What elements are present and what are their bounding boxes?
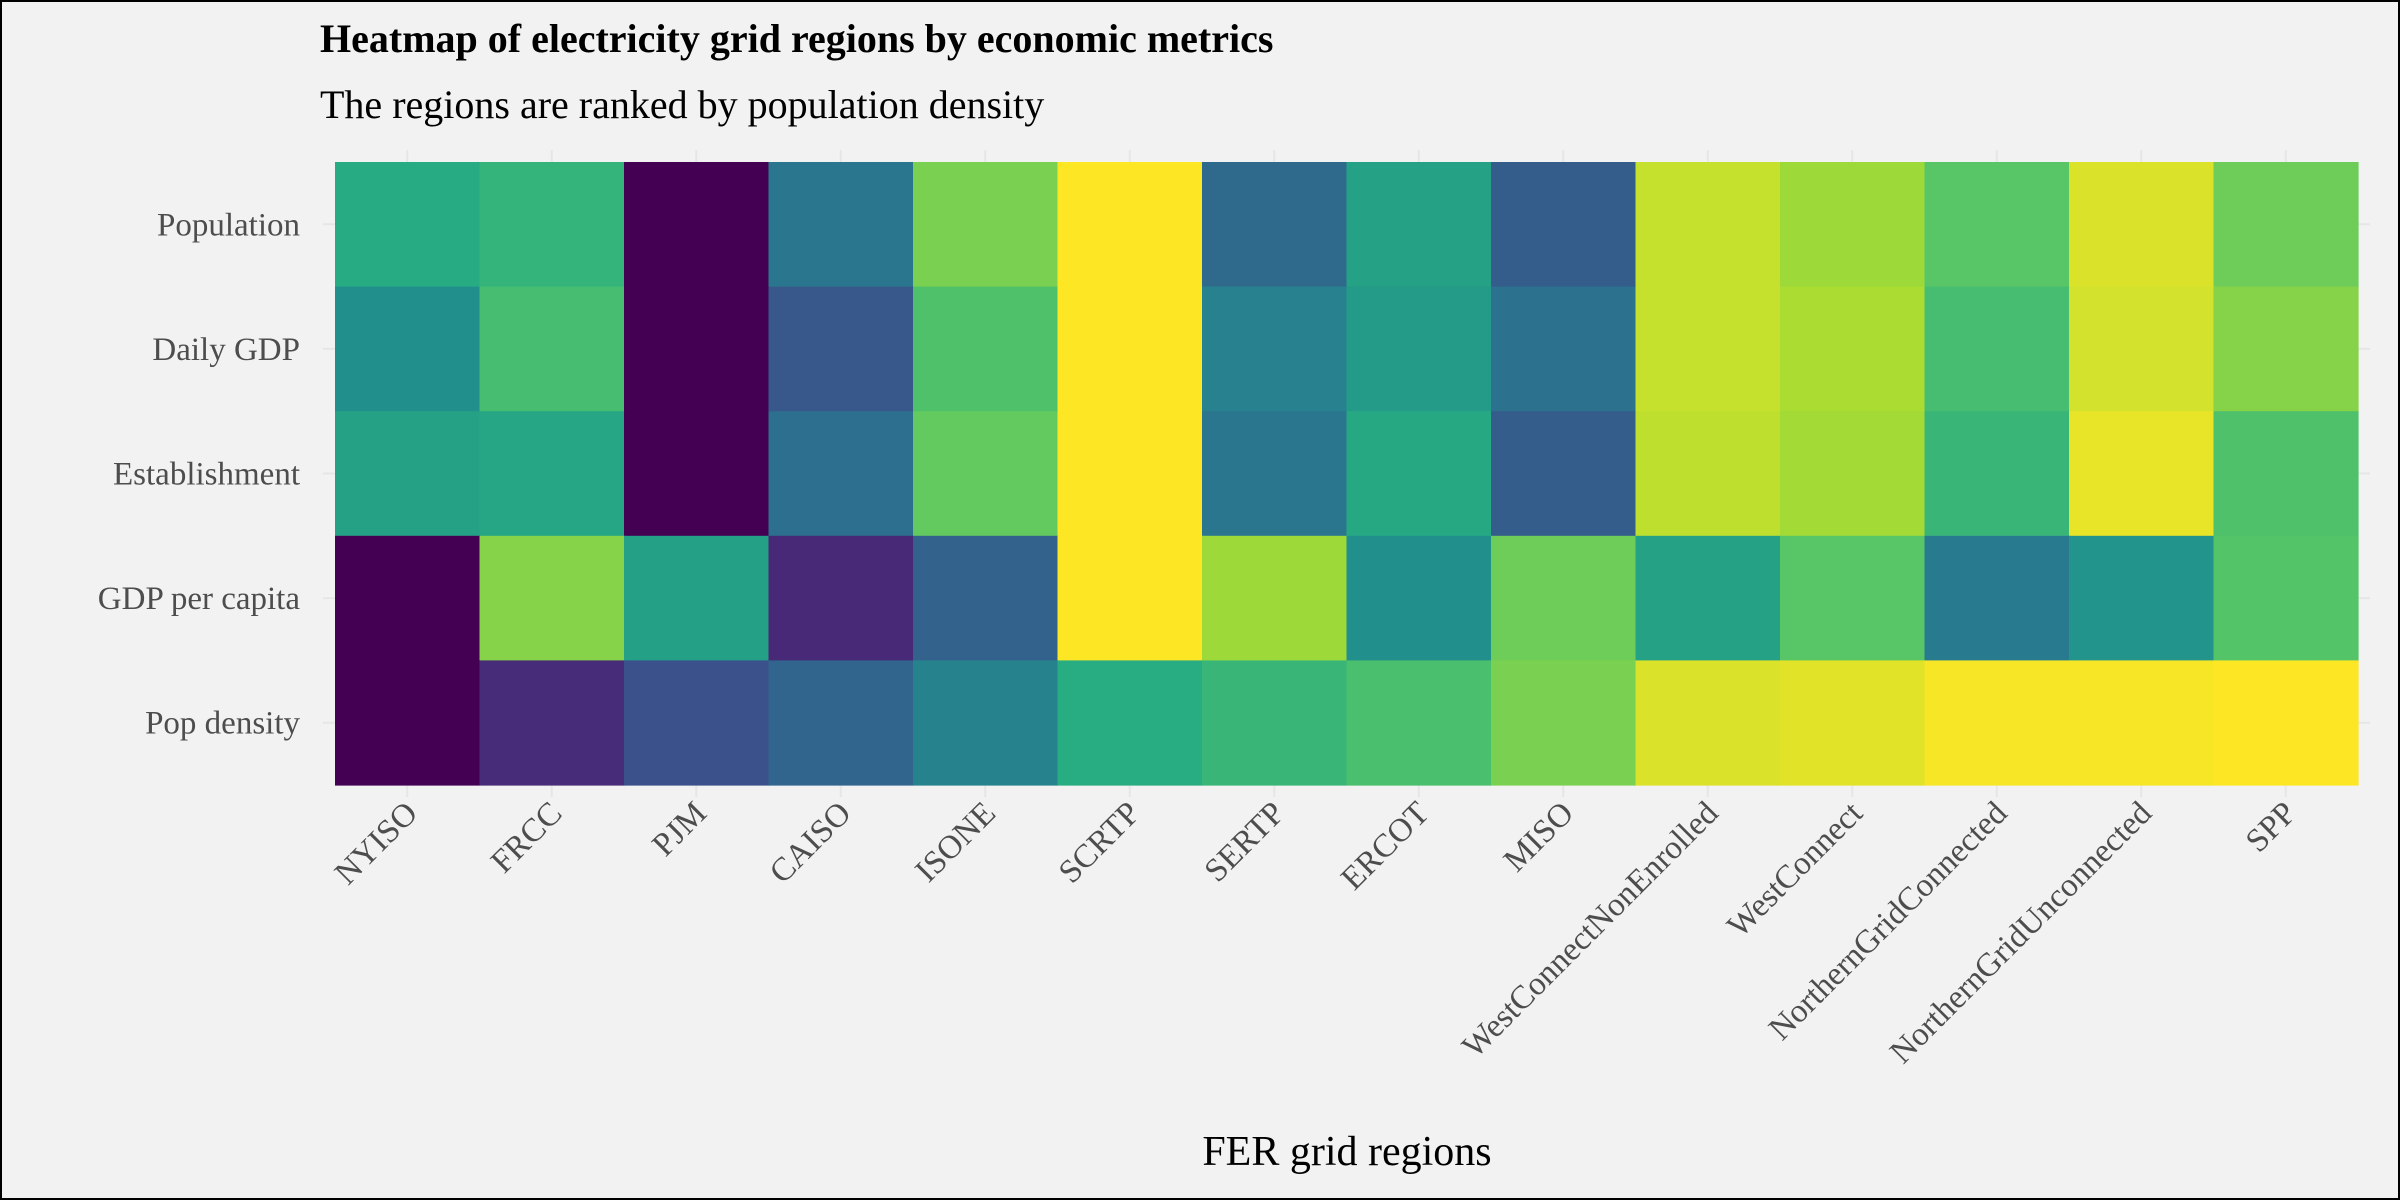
heatmap-cell-daily-gdp-westconnect bbox=[1780, 286, 1926, 412]
heatmap-cell-gdp-per-capita-miso bbox=[1491, 535, 1637, 661]
heatmap-cell-establishment-westconnect bbox=[1780, 411, 1926, 537]
heatmap-cell-establishment-westconnectnonenrolled bbox=[1635, 411, 1781, 537]
heatmap-cell-population-spp bbox=[2213, 162, 2359, 288]
heatmap-cell-gdp-per-capita-frcc bbox=[479, 535, 625, 661]
heatmap-cell-gdp-per-capita-northerngridunconnected bbox=[2069, 535, 2215, 661]
heatmap-cell-gdp-per-capita-westconnect bbox=[1780, 535, 1926, 661]
heatmap-cell-population-pjm bbox=[624, 162, 770, 288]
heatmap-cell-establishment-miso bbox=[1491, 411, 1637, 537]
heatmap-cell-pop-density-sertp bbox=[1202, 660, 1348, 786]
heatmap-cells bbox=[335, 162, 2359, 786]
heatmap-cell-gdp-per-capita-nyiso bbox=[335, 535, 481, 661]
x-tick-label: SCRTP bbox=[1052, 795, 1147, 890]
heatmap-cell-daily-gdp-spp bbox=[2213, 286, 2359, 412]
y-tick-label: GDP per capita bbox=[98, 581, 301, 617]
heatmap-cell-population-westconnectnonenrolled bbox=[1635, 162, 1781, 288]
heatmap-cell-establishment-northerngridconnected bbox=[1924, 411, 2070, 537]
heatmap-cell-pop-density-scrtp bbox=[1057, 660, 1203, 786]
heatmap-cell-daily-gdp-frcc bbox=[479, 286, 625, 412]
heatmap-cell-pop-density-northerngridunconnected bbox=[2069, 660, 2215, 786]
heatmap-cell-pop-density-caiso bbox=[768, 660, 914, 786]
heatmap-cell-pop-density-isone bbox=[913, 660, 1059, 786]
chart-subtitle: The regions are ranked by population den… bbox=[320, 82, 1044, 127]
y-tick-label: Population bbox=[157, 207, 300, 243]
heatmap-cell-daily-gdp-northerngridconnected bbox=[1924, 286, 2070, 412]
heatmap-cell-establishment-nyiso bbox=[335, 411, 481, 537]
heatmap-cell-establishment-spp bbox=[2213, 411, 2359, 537]
heatmap-cell-daily-gdp-pjm bbox=[624, 286, 770, 412]
heatmap-cell-establishment-caiso bbox=[768, 411, 914, 537]
heatmap-cell-establishment-northerngridunconnected bbox=[2069, 411, 2215, 537]
x-tick-label: ERCOT bbox=[1334, 795, 1436, 897]
heatmap-cell-population-nyiso bbox=[335, 162, 481, 288]
heatmap-cell-establishment-isone bbox=[913, 411, 1059, 537]
heatmap-cell-gdp-per-capita-sertp bbox=[1202, 535, 1348, 661]
heatmap-cell-population-sertp bbox=[1202, 162, 1348, 288]
heatmap-cell-population-miso bbox=[1491, 162, 1637, 288]
x-tick-label: MISO bbox=[1497, 795, 1581, 879]
heatmap-cell-pop-density-ercot bbox=[1346, 660, 1492, 786]
heatmap-cell-pop-density-nyiso bbox=[335, 660, 481, 786]
x-tick-label: PJM bbox=[646, 795, 714, 863]
heatmap-cell-population-northerngridunconnected bbox=[2069, 162, 2215, 288]
heatmap-cell-establishment-scrtp bbox=[1057, 411, 1203, 537]
y-tick-label: Pop density bbox=[145, 706, 300, 742]
x-tick-label: ISONE bbox=[909, 795, 1003, 889]
heatmap-cell-daily-gdp-scrtp bbox=[1057, 286, 1203, 412]
heatmap-cell-gdp-per-capita-isone bbox=[913, 535, 1059, 661]
heatmap-cell-daily-gdp-caiso bbox=[768, 286, 914, 412]
x-axis-label: FER grid regions bbox=[1202, 1129, 1491, 1175]
heatmap-cell-daily-gdp-northerngridunconnected bbox=[2069, 286, 2215, 412]
heatmap-cell-gdp-per-capita-scrtp bbox=[1057, 535, 1203, 661]
heatmap-cell-gdp-per-capita-northerngridconnected bbox=[1924, 535, 2070, 661]
heatmap-cell-pop-density-westconnect bbox=[1780, 660, 1926, 786]
y-tick-label: Establishment bbox=[113, 457, 300, 493]
x-tick-labels: NYISO FRCC PJM CAISO ISONE SCRTP SERTP ERCOT MIS… bbox=[328, 795, 2303, 1071]
x-tick-label: WestConnect bbox=[1721, 795, 1870, 944]
heatmap-cell-establishment-frcc bbox=[479, 411, 625, 537]
heatmap-cell-population-scrtp bbox=[1057, 162, 1203, 288]
heatmap-cell-establishment-sertp bbox=[1202, 411, 1348, 537]
x-tick-label: SERTP bbox=[1198, 795, 1292, 889]
heatmap-cell-daily-gdp-sertp bbox=[1202, 286, 1348, 412]
x-tick-label: SPP bbox=[2239, 795, 2303, 859]
heatmap-cell-pop-density-miso bbox=[1491, 660, 1637, 786]
x-tick-label: WestConnectNonEnrolled bbox=[1456, 795, 1726, 1065]
heatmap-cell-pop-density-westconnectnonenrolled bbox=[1635, 660, 1781, 786]
heatmap-cell-pop-density-pjm bbox=[624, 660, 770, 786]
heatmap-cell-population-isone bbox=[913, 162, 1059, 288]
heatmap-cell-population-caiso bbox=[768, 162, 914, 288]
x-tick-label: CAISO bbox=[763, 795, 858, 890]
heatmap-cell-population-ercot bbox=[1346, 162, 1492, 288]
heatmap-cell-daily-gdp-isone bbox=[913, 286, 1059, 412]
heatmap-cell-gdp-per-capita-ercot bbox=[1346, 535, 1492, 661]
heatmap-cell-pop-density-frcc bbox=[479, 660, 625, 786]
x-tick-label: NorthernGridConnected bbox=[1762, 795, 2015, 1048]
heatmap-cell-gdp-per-capita-spp bbox=[2213, 535, 2359, 661]
y-tick-label: Daily GDP bbox=[152, 332, 300, 368]
x-tick-label: NYISO bbox=[328, 795, 425, 892]
x-tick-label: FRCC bbox=[484, 795, 569, 880]
chart-title: Heatmap of electricity grid regions by e… bbox=[320, 16, 1273, 61]
heatmap-cell-pop-density-northerngridconnected bbox=[1924, 660, 2070, 786]
heatmap-cell-daily-gdp-nyiso bbox=[335, 286, 481, 412]
heatmap-cell-population-frcc bbox=[479, 162, 625, 288]
heatmap-cell-establishment-pjm bbox=[624, 411, 770, 537]
heatmap-cell-gdp-per-capita-caiso bbox=[768, 535, 914, 661]
heatmap-cell-daily-gdp-westconnectnonenrolled bbox=[1635, 286, 1781, 412]
heatmap-cell-establishment-ercot bbox=[1346, 411, 1492, 537]
heatmap-cell-population-northerngridconnected bbox=[1924, 162, 2070, 288]
heatmap-cell-daily-gdp-miso bbox=[1491, 286, 1637, 412]
x-tick-label: NorthernGridUnconnected bbox=[1883, 795, 2159, 1071]
heatmap-cell-daily-gdp-ercot bbox=[1346, 286, 1492, 412]
heatmap-cell-gdp-per-capita-pjm bbox=[624, 535, 770, 661]
heatmap-cell-pop-density-spp bbox=[2213, 660, 2359, 786]
heatmap-cell-population-westconnect bbox=[1780, 162, 1926, 288]
y-tick-labels: Population Daily GDP Establishment GDP per … bbox=[98, 207, 301, 741]
heatmap-cell-gdp-per-capita-westconnectnonenrolled bbox=[1635, 535, 1781, 661]
